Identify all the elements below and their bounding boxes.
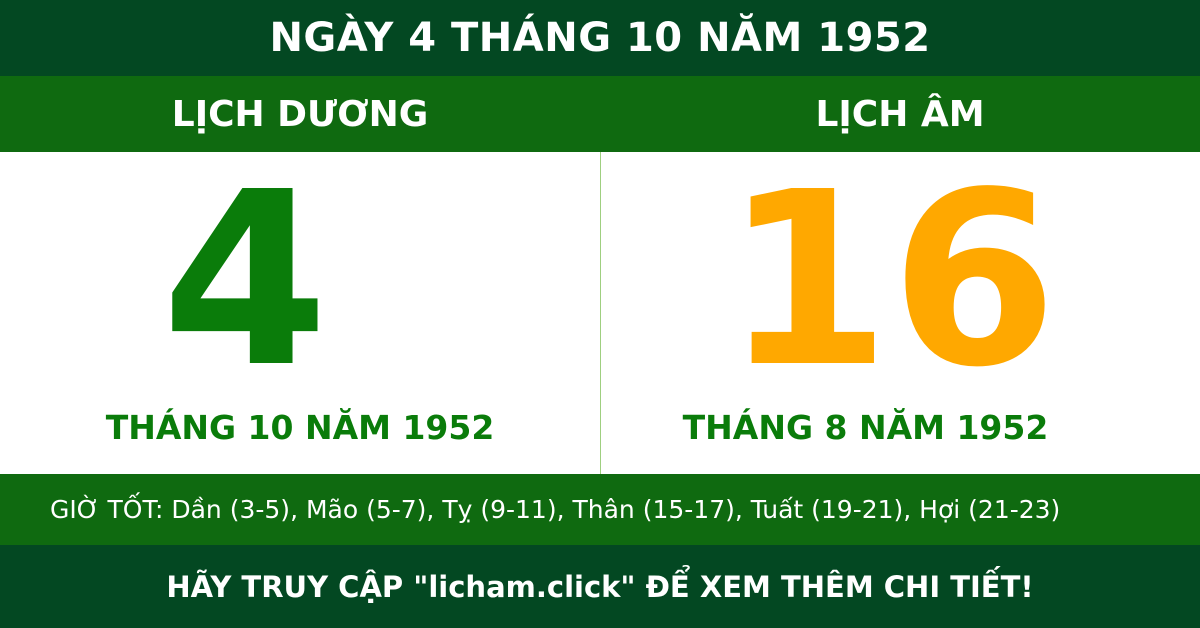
solar-day: 4 bbox=[161, 140, 329, 420]
lunar-day: 16 bbox=[723, 140, 1058, 420]
page-title: NGÀY 4 THÁNG 10 NĂM 1952 bbox=[0, 0, 1200, 76]
solar-panel: 4 THÁNG 10 NĂM 1952 bbox=[0, 152, 600, 474]
lunar-panel: 16 THÁNG 8 NĂM 1952 bbox=[600, 152, 1200, 474]
lunar-label: LỊCH ÂM bbox=[815, 93, 985, 135]
good-hours: GIỜ TỐT: Dần (3-5), Mão (5-7), Tỵ (9-11)… bbox=[0, 474, 1200, 545]
calendar-header: LỊCH DƯƠNG LỊCH ÂM bbox=[0, 76, 1200, 152]
footer-cta: HÃY TRUY CẬP "licham.click" ĐỂ XEM THÊM … bbox=[0, 545, 1200, 628]
solar-month-year: THÁNG 10 NĂM 1952 bbox=[105, 408, 495, 447]
lunar-month-year: THÁNG 8 NĂM 1952 bbox=[682, 408, 1049, 447]
solar-label: LỊCH DƯƠNG bbox=[171, 93, 429, 135]
